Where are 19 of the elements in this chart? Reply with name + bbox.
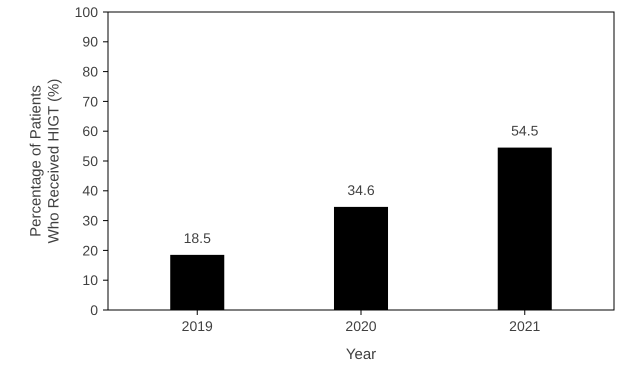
x-tick-label: 2020 xyxy=(345,318,377,334)
y-tick-label: 10 xyxy=(82,272,98,288)
data-label: 54.5 xyxy=(511,122,539,139)
y-tick-label: 70 xyxy=(82,93,98,110)
y-tick-label: 30 xyxy=(82,212,98,228)
y-tick-label: 50 xyxy=(82,152,98,169)
x-axis-title: Year xyxy=(346,346,376,363)
data-label: 18.5 xyxy=(184,230,212,246)
y-tick-label: 40 xyxy=(82,182,98,199)
y-tick-label: 80 xyxy=(82,64,98,80)
x-tick-label: 2021 xyxy=(509,318,541,334)
y-tick-label: 100 xyxy=(74,4,98,20)
y-tick-label: 0 xyxy=(90,302,98,318)
y-tick-label: 20 xyxy=(82,242,98,258)
x-tick-label: 2019 xyxy=(182,318,214,334)
y-tick-label: 60 xyxy=(82,123,98,140)
y-tick-label: 90 xyxy=(82,34,98,50)
y-axis-title: Percentage of Patients Who Received HIGT (%) xyxy=(28,78,62,244)
data-label: 34.6 xyxy=(347,182,375,198)
